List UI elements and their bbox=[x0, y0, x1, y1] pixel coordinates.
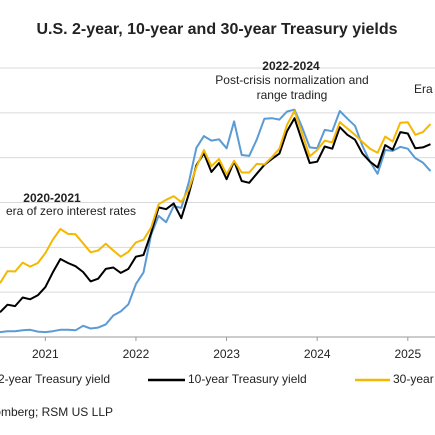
source: Source: Bloomberg; RSM US LLP bbox=[0, 405, 113, 419]
annotation-title: 2022-2024 bbox=[262, 59, 320, 73]
series-line bbox=[0, 117, 431, 314]
x-tick-label: 2021 bbox=[32, 347, 59, 361]
chart-title: U.S. 2-year, 10-year and 30-year Treasur… bbox=[36, 21, 397, 38]
series-line bbox=[0, 108, 432, 334]
x-tick-label: 2025 bbox=[394, 347, 421, 361]
annotation-text: era of zero interest rates bbox=[6, 204, 136, 218]
legend-label: 30-year Treasury yield bbox=[393, 372, 435, 386]
x-tick-label: 2023 bbox=[213, 347, 240, 361]
series-line bbox=[0, 110, 432, 284]
annotation-text: range trading bbox=[257, 88, 328, 102]
legend-label: 10-year Treasury yield bbox=[188, 372, 307, 386]
annotation-text: Era bbox=[414, 82, 433, 96]
x-tick-label: 2022 bbox=[123, 347, 150, 361]
x-tick-label: 2024 bbox=[304, 347, 331, 361]
legend-label: 2-year Treasury yield bbox=[0, 372, 110, 386]
annotation-text: Post-crisis normalization and bbox=[215, 73, 368, 87]
annotation-title: 2020-2021 bbox=[23, 191, 81, 205]
